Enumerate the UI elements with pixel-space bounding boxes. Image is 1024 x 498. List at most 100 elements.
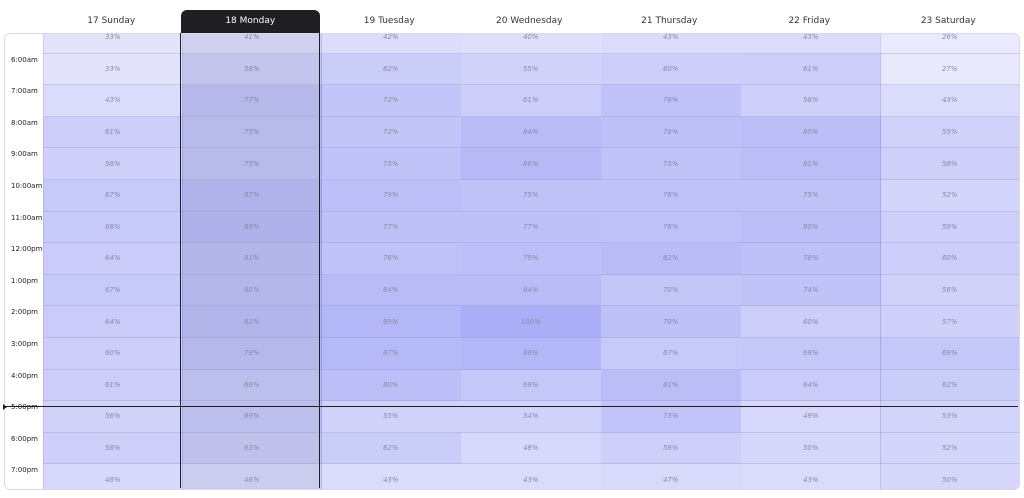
heat-cell: 27% [880, 53, 1019, 86]
time-label: 2:00pm [11, 308, 38, 317]
time-label: 5:00pm [11, 403, 38, 412]
heat-cell: 80% [182, 274, 322, 307]
heat-cell: 42% [321, 34, 461, 54]
heat-cell: 40% [461, 34, 601, 54]
heat-cell: 57% [880, 306, 1019, 338]
time-label: 6:00am [11, 55, 38, 64]
heat-cell: 67% [43, 180, 183, 212]
heat-cell: 80% [321, 369, 461, 402]
heat-cell: 75% [461, 180, 601, 212]
heat-cell: 77% [321, 211, 461, 244]
time-column-divider [43, 34, 44, 489]
heat-cell: 66% [43, 211, 183, 244]
heat-cell: 82% [601, 243, 741, 275]
heat-cell: 62% [880, 369, 1019, 402]
heat-cell: 26% [880, 34, 1019, 54]
current-time-line [4, 406, 1018, 407]
heat-cell: 87% [321, 338, 461, 370]
heat-cell: 69% [741, 338, 881, 370]
heat-cell: 43% [880, 85, 1019, 117]
heat-cell: 75% [741, 180, 881, 212]
time-label: 10:00am [11, 182, 43, 190]
heat-cell: 61% [43, 116, 183, 149]
heat-cell: 76% [601, 211, 741, 244]
heat-cell: 86% [461, 148, 601, 180]
heat-cell: 60% [601, 53, 741, 86]
heat-cell: 78% [601, 116, 741, 149]
heat-cell: 100% [461, 306, 601, 338]
heat-cell: 52% [880, 180, 1019, 212]
heat-cell: 50% [741, 432, 881, 465]
heat-cell: 41% [182, 34, 322, 54]
heat-cell: 55% [461, 53, 601, 86]
heat-cell: 52% [880, 432, 1019, 465]
heat-cell: 82% [182, 306, 322, 338]
day-header-monday[interactable]: 18 Monday [181, 10, 320, 33]
heat-cell: 81% [182, 243, 322, 275]
day-header-thursday[interactable]: 21 Thursday [641, 16, 698, 26]
heat-cell: 75% [182, 116, 322, 149]
heat-cell: 61% [43, 369, 183, 402]
heat-cell: 60% [880, 243, 1019, 275]
heat-cell: 48% [461, 432, 601, 465]
heat-cell: 70% [601, 274, 741, 307]
day-header-sunday[interactable]: 17 Sunday [87, 16, 136, 26]
heat-cell: 64% [741, 369, 881, 402]
heat-cell: 79% [321, 180, 461, 212]
heat-cell: 79% [461, 243, 601, 275]
heat-cell: 58% [43, 432, 183, 465]
heat-cell: 89% [461, 338, 601, 370]
heat-cell: 58% [43, 148, 183, 180]
time-label: 7:00pm [11, 466, 38, 475]
time-label: 9:00am [11, 150, 38, 159]
heat-cell: 50% [880, 464, 1019, 489]
heat-cell: 84% [321, 274, 461, 307]
heat-cell: 87% [182, 180, 322, 212]
heat-cell: 84% [461, 116, 601, 149]
heat-cell: 43% [741, 34, 881, 54]
heat-cell: 60% [43, 338, 183, 370]
heat-cell: 80% [741, 116, 881, 149]
heat-cell: 59% [880, 211, 1019, 244]
heat-cell: 67% [43, 274, 183, 307]
heat-cell: 33% [43, 34, 183, 54]
heat-cell: 56% [880, 274, 1019, 307]
heat-cell: 79% [182, 338, 322, 370]
day-header-saturday[interactable]: 23 Saturday [920, 16, 976, 26]
heat-cell: 58% [741, 85, 881, 117]
day-header-tuesday[interactable]: 19 Tuesday [363, 16, 415, 26]
heat-cell: 61% [461, 85, 601, 117]
heat-cell: 69% [880, 338, 1019, 370]
heat-cell: 78% [601, 306, 741, 338]
heat-cell: 67% [601, 338, 741, 370]
heatmap-grid: 33% 41% 42% 40% 43% 43% 26% 33% 58% 62% 55% 60% 61% 2… [4, 33, 1020, 490]
time-label: 3:00pm [11, 340, 38, 348]
heat-cell: 64% [43, 306, 183, 338]
heat-cell: 63% [182, 432, 322, 465]
heat-cell: 80% [741, 211, 881, 244]
heat-cell: 43% [43, 85, 183, 117]
heat-cell: 75% [182, 148, 322, 180]
heat-cell: 64% [43, 243, 183, 275]
heat-cell: 81% [741, 148, 881, 180]
time-label: 4:00pm [11, 371, 38, 380]
heat-cell: 46% [182, 464, 322, 489]
heat-cell: 81% [601, 369, 741, 402]
time-label: 8:00am [11, 118, 38, 127]
heat-cell: 43% [741, 464, 881, 489]
heat-cell: 69% [182, 369, 322, 402]
heat-cell: 89% [321, 306, 461, 338]
heat-cell: 84% [461, 274, 601, 307]
heat-cell: 60% [741, 306, 881, 338]
heat-cell: 76% [321, 243, 461, 275]
current-time-marker [3, 404, 7, 410]
time-label: 7:00am [11, 87, 38, 96]
heat-cell: 75% [601, 148, 741, 180]
time-label: 12:00pm [11, 245, 43, 254]
day-header-friday[interactable]: 22 Friday [788, 16, 831, 26]
heat-cell: 62% [321, 53, 461, 86]
heat-cell: 43% [461, 464, 601, 489]
heat-cell: 74% [741, 274, 881, 307]
day-header-wednesday[interactable]: 20 Wednesday [496, 16, 563, 26]
heat-cell: 77% [461, 211, 601, 244]
